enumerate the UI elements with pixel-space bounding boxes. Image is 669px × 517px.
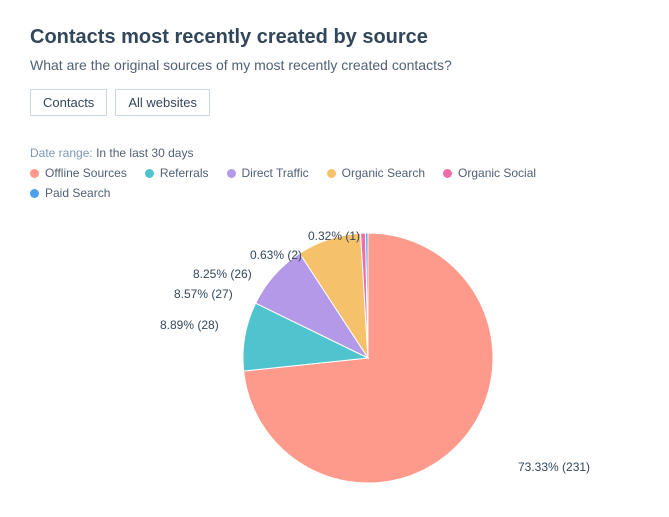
slice-label: 8.89% (28) [160, 318, 219, 332]
legend-item[interactable]: Direct Traffic [227, 166, 309, 180]
legend-label: Offline Sources [45, 166, 127, 180]
slice-label: 73.33% (231) [518, 460, 590, 474]
legend-item[interactable]: Referrals [145, 166, 209, 180]
legend-item[interactable]: Paid Search [30, 186, 110, 200]
legend-label: Organic Social [458, 166, 536, 180]
legend-label: Organic Search [342, 166, 425, 180]
page-subtitle: What are the original sources of my most… [30, 57, 639, 73]
legend-swatch [227, 169, 236, 178]
slice-label: 8.57% (27) [174, 287, 233, 301]
filter-websites-button[interactable]: All websites [115, 89, 210, 116]
chart-legend: Offline Sources Referrals Direct Traffic Or… [30, 166, 590, 200]
legend-item[interactable]: Organic Search [327, 166, 425, 180]
pie-chart-zone: 73.33% (231) 8.89% (28) 8.57% (27) 8.25% (2… [30, 208, 669, 498]
legend-label: Referrals [160, 166, 209, 180]
legend-swatch [30, 189, 39, 198]
filter-contacts-button[interactable]: Contacts [30, 89, 107, 116]
legend-item[interactable]: Offline Sources [30, 166, 127, 180]
pie-chart [238, 228, 498, 488]
slice-label: 0.32% (1) [308, 229, 360, 243]
slice-label: 0.63% (2) [250, 248, 302, 262]
legend-label: Paid Search [45, 186, 110, 200]
date-range-value: In the last 30 days [96, 146, 193, 160]
legend-label: Direct Traffic [242, 166, 309, 180]
date-range-row: Date range: In the last 30 days [30, 146, 639, 160]
legend-item[interactable]: Organic Social [443, 166, 536, 180]
date-range-label: Date range: [30, 146, 93, 160]
filter-button-row: Contacts All websites [30, 89, 639, 116]
slice-label: 8.25% (26) [193, 267, 252, 281]
page-title: Contacts most recently created by source [30, 26, 639, 49]
legend-swatch [327, 169, 336, 178]
legend-swatch [443, 169, 452, 178]
legend-swatch [145, 169, 154, 178]
legend-swatch [30, 169, 39, 178]
